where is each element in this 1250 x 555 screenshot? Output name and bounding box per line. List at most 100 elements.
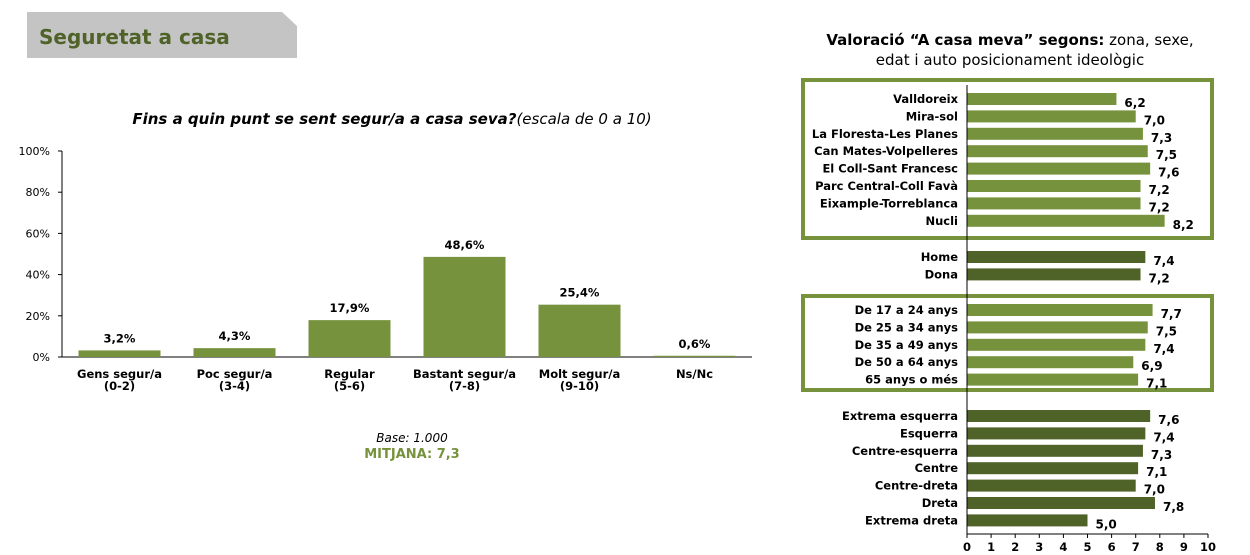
bar [653, 355, 736, 357]
y-tick-label: 0% [33, 351, 50, 364]
category-label: Gens segur/a [77, 367, 162, 381]
hbar [967, 497, 1155, 509]
hbar-value-label: 7,6 [1158, 413, 1179, 427]
bar-group: Extrema esquerra 7,6 Esquerra 7,4 Centre-esq… [842, 409, 1184, 531]
row-label: El Coll-Sant Francesc [822, 162, 958, 176]
row-label: Valldoreix [893, 92, 958, 106]
row-label: Centre [915, 461, 959, 475]
bar-value-label: 0,6% [679, 337, 711, 351]
category-label: (0-2) [104, 379, 135, 393]
right-header-bold: Valoració “A casa meva” segons: [826, 31, 1105, 49]
bar [423, 256, 506, 357]
bar-group: Home 7,4 Dona 7,2 [921, 250, 1175, 285]
row-label: Nucli [925, 214, 958, 228]
x-tick-label: 3 [1035, 540, 1043, 554]
hbar [967, 251, 1146, 263]
row-label: De 50 a 64 anys [855, 355, 959, 369]
hbar [967, 462, 1139, 475]
row-label: Esquerra [900, 426, 958, 440]
bar-group: De 17 a 24 anys 7,7 De 25 a 34 anys 7,5 De 3… [855, 303, 1182, 391]
right-header-line2: edat i auto posicionament ideològic [875, 51, 1145, 69]
x-tick-label: 7 [1132, 540, 1140, 554]
right-axis: 0 1 2 3 4 5 6 7 8 9 10 [963, 85, 1216, 554]
bar [308, 320, 391, 357]
row-label: Dreta [922, 496, 958, 510]
hbar [967, 338, 1146, 351]
bar-group: Valldoreix 6,2 Mira-sol 7,0 La Floresta-Les … [812, 92, 1194, 232]
row-label: Parc Central-Coll Favà [815, 179, 958, 193]
row-label: Home [921, 250, 959, 264]
bar [78, 350, 161, 357]
category-label: (3-4) [219, 379, 250, 393]
y-tick-label: 60% [26, 227, 50, 240]
bar [538, 304, 621, 357]
hbar [967, 410, 1151, 422]
hbar-value-label: 7,7 [1161, 307, 1182, 321]
hbar [967, 479, 1136, 492]
hbar-value-label: 7,3 [1151, 448, 1172, 462]
row-label: Mira-sol [906, 109, 958, 123]
bar-value-label: 25,4% [560, 286, 600, 300]
left-bar-chart: Fins a quin punt se sent segur/a a casa … [19, 110, 752, 462]
hbar [967, 321, 1148, 334]
page-title: Seguretat a casa [39, 25, 230, 49]
question-rest: (escala de 0 a 10) [516, 110, 651, 128]
hbar [967, 214, 1165, 227]
category-label: Ns/Nc [676, 367, 713, 381]
x-tick-label: 4 [1059, 540, 1067, 554]
row-label: De 17 a 24 anys [855, 303, 959, 317]
hbar-value-label: 7,4 [1153, 430, 1174, 444]
hbar [967, 145, 1148, 158]
category-label: (9-10) [560, 379, 599, 393]
x-tick-label: 10 [1200, 540, 1216, 554]
hbar [967, 427, 1146, 440]
hbar-value-label: 7,1 [1146, 377, 1167, 391]
bar-value-label: 17,9% [330, 301, 370, 315]
hbar [967, 514, 1088, 527]
category-label: (5-6) [334, 379, 365, 393]
bar-value-label: 3,2% [104, 331, 136, 345]
hbar-value-label: 7,3 [1151, 131, 1172, 145]
hbar [967, 180, 1141, 192]
hbar [967, 304, 1153, 316]
hbar [967, 110, 1136, 123]
x-tick-label: 9 [1180, 540, 1188, 554]
x-tick-label: 0 [963, 540, 971, 554]
row-label: Can Mates-Volpelleres [814, 144, 958, 158]
hbar-value-label: 8,2 [1173, 218, 1194, 232]
category-label: Poc segur/a [197, 367, 273, 381]
hbar-value-label: 7,5 [1156, 148, 1177, 162]
group-frame [801, 294, 1214, 392]
category-label: Regular [324, 367, 375, 381]
row-label: Dona [925, 267, 958, 281]
hbar-value-label: 7,0 [1144, 483, 1165, 497]
hbar-value-label: 7,2 [1149, 200, 1170, 214]
right-header-rest: zona, sexe, [1104, 31, 1194, 49]
x-tick-label: 5 [1083, 540, 1091, 554]
hbar [967, 197, 1141, 210]
y-tick-label: 80% [26, 186, 50, 199]
right-groups: Valldoreix 6,2 Mira-sol 7,0 La Floresta-Les … [801, 78, 1214, 531]
bar-value-label: 48,6% [445, 238, 485, 252]
x-tick-label: 8 [1156, 540, 1164, 554]
hbar [967, 127, 1143, 140]
title-banner: Seguretat a casa [27, 12, 297, 58]
hbar-value-label: 7,2 [1149, 271, 1170, 285]
hbar-value-label: 7,4 [1153, 254, 1174, 268]
question-bold: Fins a quin punt se sent segur/a a casa … [132, 110, 516, 128]
row-label: Centre-esquerra [852, 444, 958, 458]
right-chart-header: Valoració “A casa meva” segons: zona, se… [790, 30, 1230, 70]
x-tick-label: 6 [1108, 540, 1116, 554]
hbar-value-label: 7,4 [1153, 342, 1174, 356]
left-chart-question: Fins a quin punt se sent segur/a a casa … [132, 110, 651, 128]
row-label: Centre-dreta [875, 479, 958, 493]
group-frame [801, 78, 1214, 240]
bar-value-label: 4,3% [219, 329, 251, 343]
hbar-value-label: 7,2 [1149, 183, 1170, 197]
row-label: De 25 a 34 anys [855, 320, 959, 334]
row-label: De 35 a 49 anys [855, 338, 959, 352]
hbar-value-label: 7,5 [1156, 324, 1177, 338]
y-tick-label: 100% [19, 145, 50, 158]
row-label: La Floresta-Les Planes [812, 127, 958, 141]
